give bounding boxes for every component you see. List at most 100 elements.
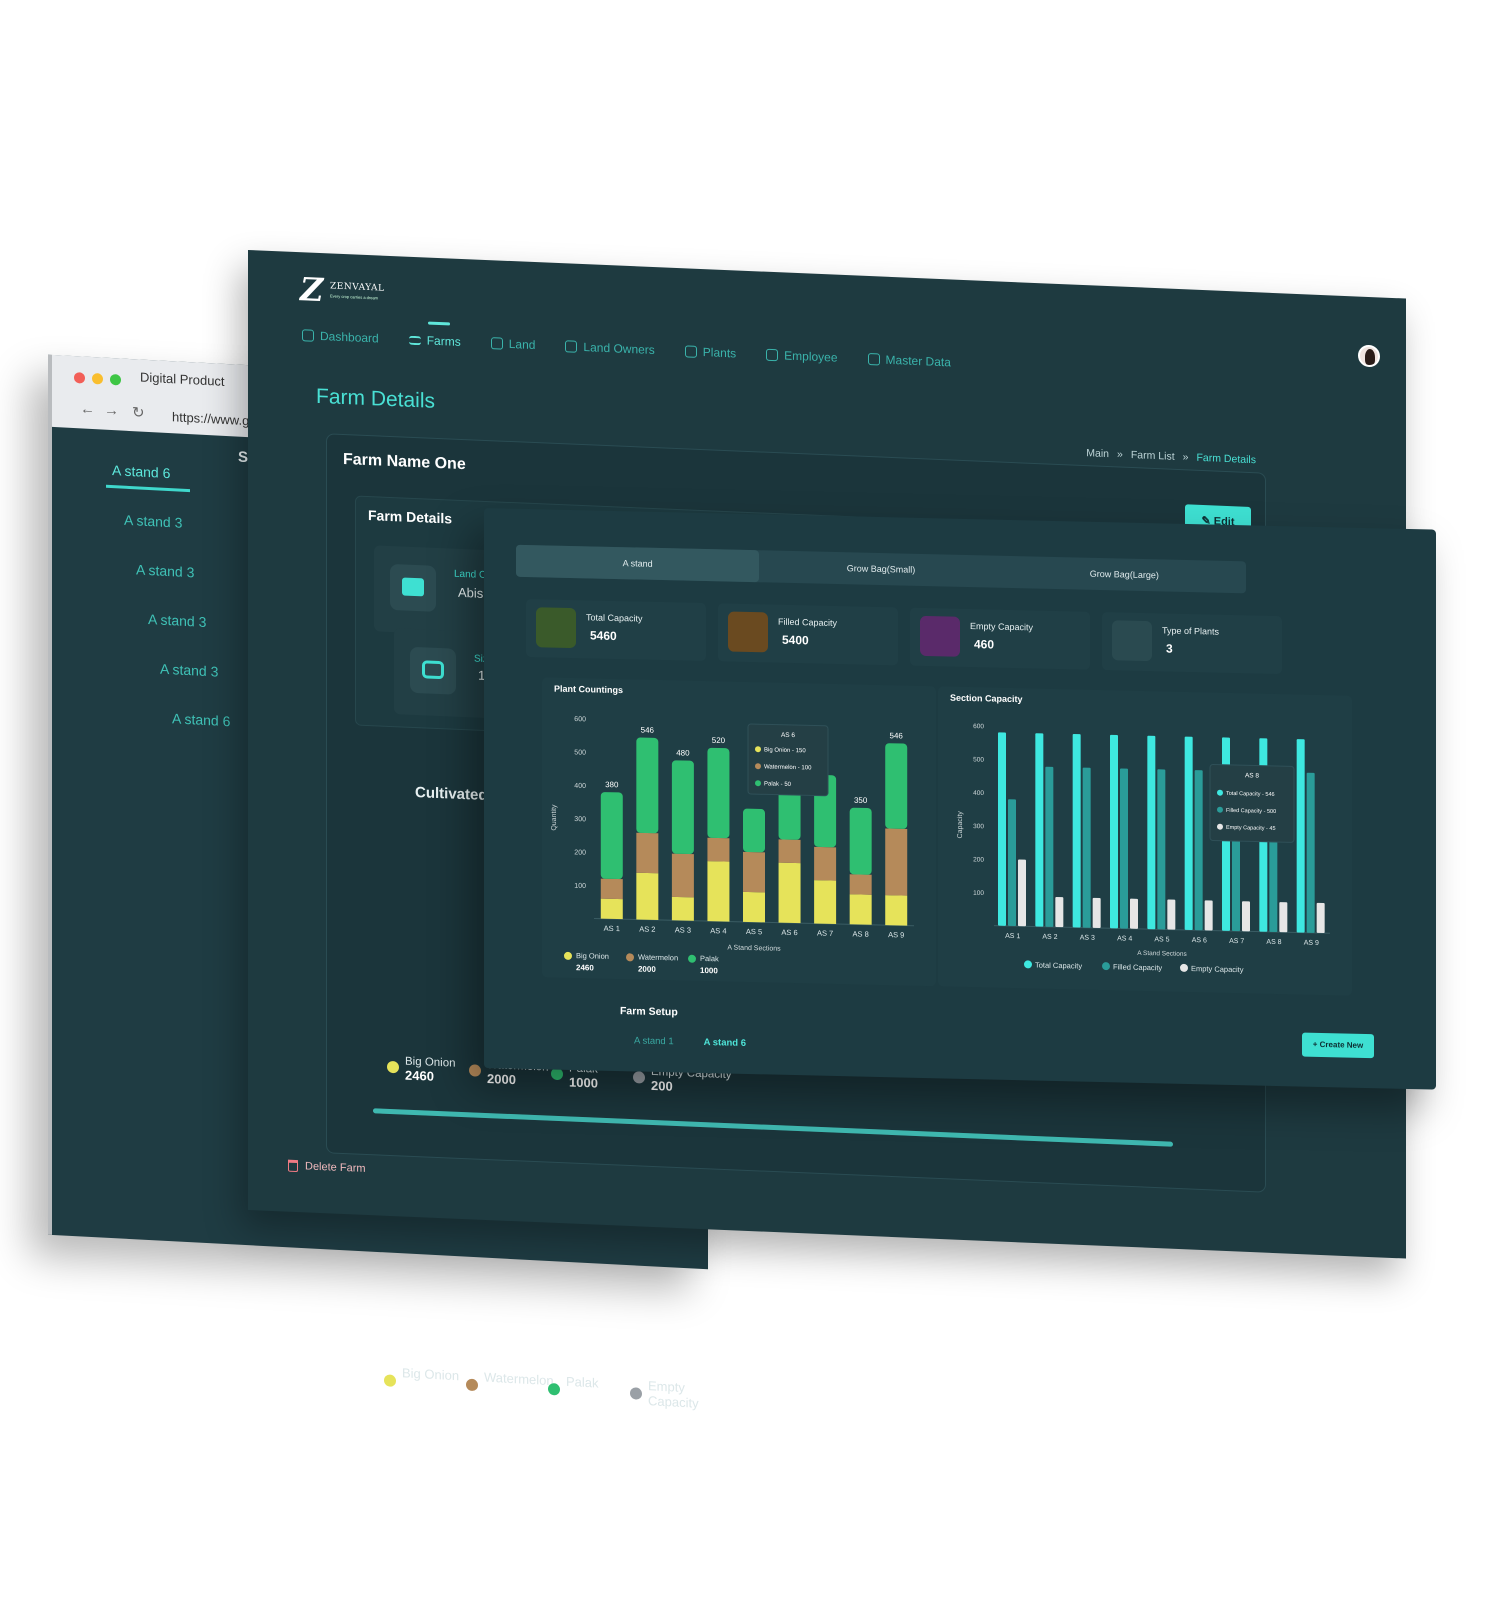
bar-empty-capacity: [1204, 900, 1213, 931]
y-tick-label: 200: [973, 856, 984, 863]
y-tick-label: 300: [574, 816, 586, 823]
stat-value: 3: [1166, 641, 1173, 656]
stat-label: Empty Capacity: [970, 621, 1034, 633]
bar-empty-capacity: [1279, 902, 1288, 933]
bar-segment-big-onion: [707, 861, 730, 922]
stat-card: Total Capacity 5460: [526, 598, 706, 662]
forward-arrow-icon[interactable]: →: [104, 401, 119, 420]
legend-value: 1000: [569, 1074, 598, 1091]
brand-logo[interactable]: Z ZENVAYAL Every crop carries a dream: [300, 270, 384, 310]
tooltip-dot: [1217, 789, 1223, 796]
close-window-button[interactable]: [74, 372, 85, 384]
bar-total-label: 520: [712, 736, 726, 745]
legend-dot: [688, 954, 696, 963]
tab-grow-bag-small-[interactable]: Grow Bag(Small): [846, 563, 916, 575]
breadcrumb-item[interactable]: Farm Details: [1196, 451, 1256, 467]
reload-icon[interactable]: ↻: [132, 404, 145, 422]
nav-label: Dashboard: [320, 329, 379, 346]
tab-a-stand[interactable]: A stand: [516, 544, 760, 583]
employee-icon: [766, 348, 779, 362]
x-tick-label: AS 4: [1117, 935, 1132, 942]
x-axis-label: A Stand Sections: [727, 945, 781, 953]
section-capacity-chart: Section Capacity 100 200 300 400 500 600 Capac…: [938, 686, 1352, 996]
bar-segment-big-onion: [885, 895, 908, 926]
nav-employee[interactable]: Employee: [766, 348, 838, 365]
tooltip-line: Palak - 50: [764, 781, 792, 788]
bar-segment-watermelon: [778, 839, 801, 864]
y-axis-label: Quantity: [551, 804, 558, 831]
legend-label: Palak: [566, 1373, 599, 1391]
legend-item: Big Onion 2460: [402, 1365, 459, 1399]
bar-filled-capacity: [1045, 766, 1054, 927]
x-tick-label: AS 8: [1266, 939, 1281, 946]
setup-tab-a-stand-6[interactable]: A stand 6: [703, 1036, 747, 1049]
y-tick-label: 400: [574, 783, 586, 790]
bar-filled-capacity: [1157, 769, 1166, 930]
delete-farm-button[interactable]: Delete Farm: [288, 1159, 366, 1175]
legend-dot: [564, 951, 572, 960]
legend-dot: [387, 1060, 399, 1074]
nav-dashboard[interactable]: Dashboard: [302, 328, 379, 345]
x-tick-label: AS 7: [817, 929, 833, 938]
bar-total-label: 350: [854, 796, 868, 805]
legend-value: 2000: [487, 1071, 516, 1088]
stat-icon: [536, 607, 576, 649]
breadcrumb-item[interactable]: Main: [1086, 447, 1110, 461]
legend-dot: [630, 1387, 642, 1400]
browser-tab-title[interactable]: Digital Product: [140, 369, 225, 389]
legend-value: 2000: [638, 964, 656, 973]
bar-segment-watermelon: [814, 846, 837, 881]
user-avatar[interactable]: [1358, 344, 1380, 368]
nav-land-owners[interactable]: Land Owners: [565, 339, 655, 357]
legend-value: 1000: [700, 966, 718, 975]
stat-icon: [920, 615, 960, 657]
breadcrumb-separator: »: [1117, 448, 1123, 461]
x-tick-label: AS 8: [853, 929, 869, 938]
nav-label: Plants: [702, 345, 737, 361]
brand-tagline: Every crop carries a dream: [330, 293, 379, 301]
bar-empty-capacity: [1130, 898, 1138, 929]
nav-farms[interactable]: Farms: [408, 333, 461, 349]
tooltip-box: [747, 723, 829, 797]
bar-filled-capacity: [1194, 770, 1203, 931]
breadcrumb-item[interactable]: Farm List: [1130, 449, 1175, 463]
bar-total-capacity: [1184, 736, 1193, 931]
setup-tab-a-stand-1[interactable]: A stand 1: [634, 1035, 674, 1048]
bar-total-capacity: [1147, 735, 1156, 930]
nav-land[interactable]: Land: [490, 336, 535, 352]
bar-filled-capacity: [1008, 799, 1016, 927]
bar-empty-capacity: [1167, 899, 1176, 930]
maximize-window-button[interactable]: [110, 373, 121, 386]
create-new-button[interactable]: + Create New: [1302, 1032, 1374, 1059]
chart-legend: Big Onion 2460 Watermelon 2000 Palak 1000: [564, 951, 719, 975]
create-new-label: Create New: [1319, 1039, 1364, 1050]
land-icon: [490, 337, 503, 350]
minimize-window-button[interactable]: [92, 373, 103, 385]
x-tick-label: AS 5: [746, 927, 762, 936]
legend-label: Empty Capacity: [1191, 964, 1244, 974]
bar-segment-watermelon: [743, 851, 765, 893]
cultivated-progress-bar: [373, 1108, 1173, 1147]
bar-total-capacity: [998, 732, 1006, 926]
tab-grow-bag-large-[interactable]: Grow Bag(Large): [1089, 568, 1159, 581]
legend-label: Empty Capacity: [648, 1378, 699, 1411]
bar-segment-palak: [743, 808, 765, 853]
z-logo-icon: Z: [300, 270, 324, 310]
tooltip-title: AS 8: [1245, 772, 1259, 779]
x-tick-label: AS 1: [1005, 933, 1020, 940]
legend-dot: [1180, 963, 1188, 972]
y-tick-label: 300: [973, 823, 984, 830]
stat-icon: [728, 611, 768, 653]
section-capacity-svg: 100 200 300 400 500 600 Capacity AS 1 AS 2 AS 3 AS…: [957, 723, 1330, 974]
stat-card: Type of Plants 3: [1102, 612, 1282, 675]
nav-plants[interactable]: Plants: [684, 344, 737, 361]
bar-segment-big-onion: [671, 896, 694, 921]
x-tick-label: AS 3: [675, 925, 691, 934]
bar-segment-watermelon: [600, 878, 623, 900]
bar-segment-palak: [671, 760, 694, 855]
bar-segment-big-onion: [849, 894, 872, 925]
nav-master-data[interactable]: Master Data: [867, 352, 951, 369]
back-arrow-icon[interactable]: ←: [80, 400, 95, 419]
x-tick-label: AS 6: [781, 928, 797, 937]
